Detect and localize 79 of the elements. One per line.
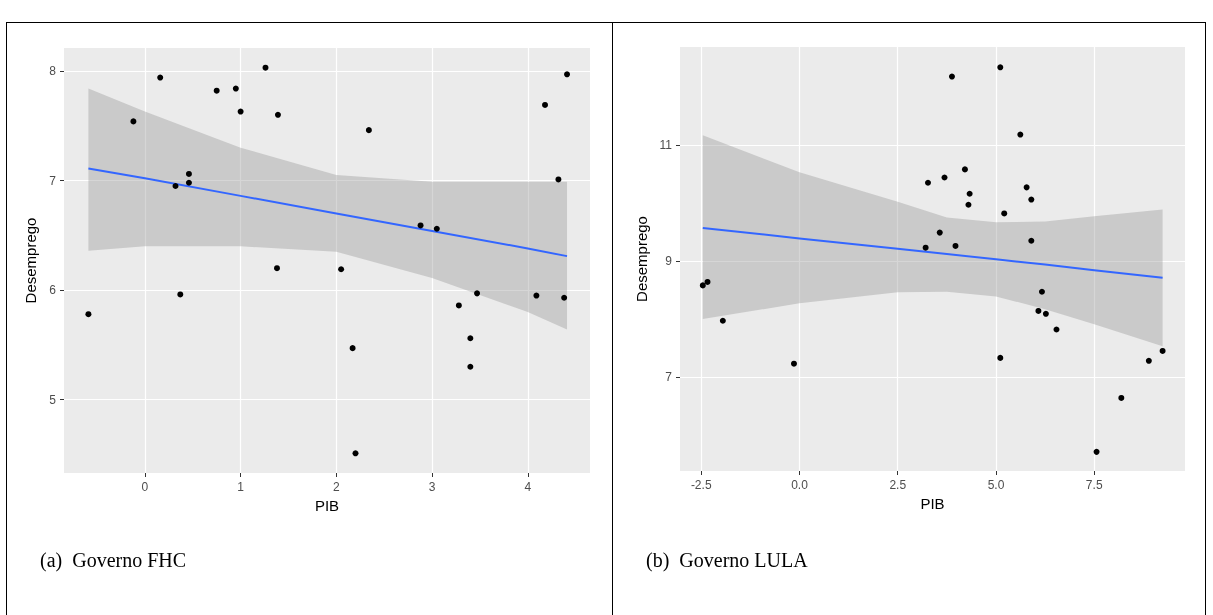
point xyxy=(966,190,973,197)
point xyxy=(922,244,929,251)
point xyxy=(1093,448,1100,455)
y-tick-label: 7 xyxy=(665,370,673,385)
point xyxy=(704,278,711,285)
point xyxy=(1118,394,1125,401)
point xyxy=(1053,326,1060,333)
point xyxy=(433,225,440,232)
x-tick-label: 4 xyxy=(524,480,532,494)
point xyxy=(455,302,462,309)
point xyxy=(1159,347,1166,354)
point xyxy=(1038,288,1045,295)
point xyxy=(924,179,931,186)
point xyxy=(1042,310,1049,317)
y-tick-label: 11 xyxy=(659,138,673,153)
point xyxy=(185,170,192,177)
x-tick-label: 5.0 xyxy=(987,478,1005,492)
point xyxy=(273,265,280,272)
point xyxy=(699,282,706,289)
point xyxy=(952,242,959,249)
point xyxy=(172,183,179,190)
x-tick-label: 7.5 xyxy=(1085,478,1103,492)
text: (b) Governo LULA xyxy=(646,549,809,572)
y-tick-label: 6 xyxy=(49,283,57,298)
point xyxy=(1001,210,1008,217)
text: (a) Governo FHC xyxy=(40,549,187,572)
point xyxy=(467,335,474,342)
point xyxy=(941,174,948,181)
point xyxy=(542,101,549,108)
x-tick-label: 1 xyxy=(237,480,245,494)
point xyxy=(1145,357,1152,364)
point xyxy=(274,111,281,118)
point xyxy=(1023,184,1030,191)
point xyxy=(352,450,359,457)
x-axis-title: PIB xyxy=(920,494,945,512)
point xyxy=(130,118,137,125)
point xyxy=(157,74,164,81)
x-tick-label: -2.5 xyxy=(690,478,712,492)
y-tick-label: 7 xyxy=(49,173,57,188)
point xyxy=(961,166,968,173)
point xyxy=(185,179,192,186)
point xyxy=(936,229,943,236)
x-tick-label: 2.5 xyxy=(889,478,907,492)
point xyxy=(948,73,955,80)
point xyxy=(85,311,92,318)
point xyxy=(790,360,797,367)
point xyxy=(417,222,424,229)
point xyxy=(474,290,481,297)
point xyxy=(349,345,356,352)
line-series xyxy=(701,226,1164,279)
point xyxy=(1028,237,1035,244)
point xyxy=(232,85,239,92)
point xyxy=(564,71,571,78)
point xyxy=(561,294,568,301)
point xyxy=(237,108,244,115)
y-axis-title: Desemprego xyxy=(632,216,650,302)
x-tick-label: 2 xyxy=(332,480,340,494)
y-tick-label: 8 xyxy=(49,64,57,78)
point xyxy=(1035,307,1042,314)
point xyxy=(1017,131,1024,138)
point xyxy=(719,317,726,324)
point xyxy=(213,87,220,94)
x-tick-label: 0.0 xyxy=(791,478,809,492)
point xyxy=(997,354,1004,361)
x-tick-label: 0 xyxy=(141,480,149,494)
line-series xyxy=(87,167,569,258)
y-tick-label: 5 xyxy=(49,392,57,407)
point xyxy=(965,201,972,208)
point xyxy=(533,292,540,299)
y-axis-title: Desemprego xyxy=(22,217,39,304)
point xyxy=(997,64,1004,71)
y-tick-label: 9 xyxy=(665,254,673,269)
point xyxy=(365,127,372,134)
x-axis-title: PIB xyxy=(314,496,340,514)
x-tick-label: 3 xyxy=(428,480,436,494)
point xyxy=(338,266,345,273)
point xyxy=(555,176,562,183)
point xyxy=(262,64,269,71)
point xyxy=(467,363,474,370)
